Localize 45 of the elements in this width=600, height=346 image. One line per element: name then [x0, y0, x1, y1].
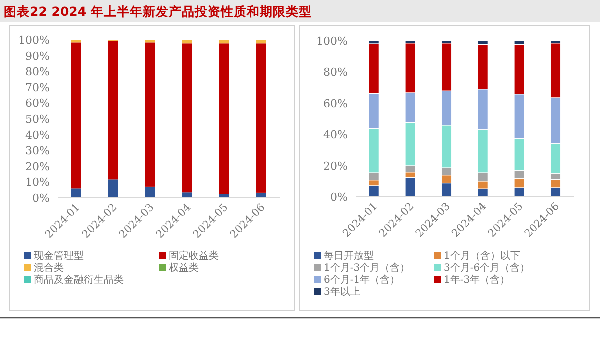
bar — [146, 42, 156, 187]
y-tick-label: 100% — [18, 34, 50, 47]
y-tick-label: 60% — [324, 97, 348, 110]
y-tick-label: 20% — [26, 160, 50, 174]
y-tick-label: 30% — [26, 144, 50, 158]
legend-label: 商品及金融衍生品类 — [34, 274, 124, 286]
y-tick-label: 60% — [26, 97, 50, 110]
bar — [146, 186, 156, 198]
bar — [256, 44, 266, 193]
bar — [182, 40, 192, 44]
legend-label: 3年以上 — [324, 286, 360, 298]
legend-label: 3个月-6个月（含） — [444, 262, 530, 274]
bar — [108, 180, 118, 198]
bar — [256, 40, 266, 44]
y-tick-label: 50% — [26, 113, 50, 126]
bar — [220, 44, 230, 194]
y-tick-label: 80% — [26, 66, 50, 79]
chart-title: 图表22 2024 年上半年新发产品投资性质和期限类型 — [4, 4, 312, 19]
legend-label: 每日开放型 — [324, 250, 374, 262]
bar — [182, 44, 192, 193]
legend-label: 混合类 — [34, 262, 64, 274]
y-tick-label: 40% — [324, 128, 348, 142]
legend-label: 1个月（含）以下 — [444, 250, 520, 262]
y-tick-label: 90% — [26, 50, 50, 63]
bar — [108, 40, 118, 180]
y-tick-label: 40% — [26, 128, 50, 142]
bar — [220, 40, 230, 44]
y-tick-label: 10% — [26, 176, 50, 190]
bar — [72, 40, 82, 43]
bar — [72, 188, 82, 198]
bar — [146, 40, 156, 43]
y-tick-label: 100% — [316, 35, 348, 48]
bar — [72, 42, 82, 189]
y-tick-label: 0% — [32, 192, 50, 205]
legend-label: 固定收益类 — [169, 250, 219, 262]
y-tick-label: 70% — [26, 81, 50, 94]
y-tick-label: 0% — [330, 191, 348, 204]
y-tick-label: 20% — [324, 160, 348, 173]
legend-label: 1年-3年（含） — [444, 274, 510, 286]
legend-label: 现金管理型 — [34, 250, 84, 262]
legend-label: 6个月-1年（含） — [324, 274, 400, 286]
y-tick-label: 80% — [324, 66, 348, 80]
legend-label: 权益类 — [168, 262, 199, 274]
bar — [182, 192, 192, 198]
legend-label: 1个月-3个月（含） — [324, 262, 410, 274]
